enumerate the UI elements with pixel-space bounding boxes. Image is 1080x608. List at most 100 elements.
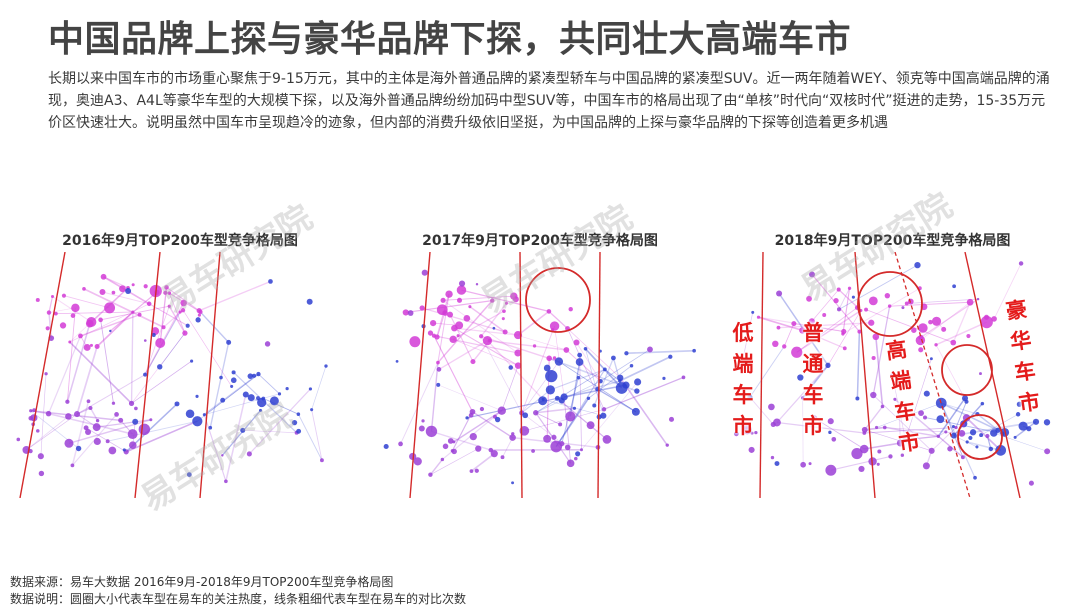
network-edge — [802, 364, 829, 399]
network-node — [86, 399, 91, 404]
network-node — [256, 371, 261, 377]
network-node — [277, 392, 282, 396]
network-node — [65, 399, 70, 404]
network-node — [425, 425, 438, 438]
network-panel-2018: 2018年9月TOP200车型竞争格局图 — [715, 230, 1070, 498]
network-node — [962, 414, 971, 422]
network-node — [1043, 419, 1051, 426]
network-node — [836, 307, 842, 312]
network-node — [681, 375, 686, 380]
network-node — [774, 461, 780, 467]
network-node — [157, 364, 163, 370]
network-node — [185, 409, 195, 419]
network-node — [395, 359, 399, 363]
network-node — [490, 450, 498, 458]
network-edge — [581, 381, 638, 451]
network-node — [93, 437, 101, 446]
network-node — [859, 444, 869, 454]
network-node — [89, 343, 93, 347]
network-node — [456, 297, 463, 303]
network-node — [242, 391, 249, 398]
network-node — [86, 317, 97, 328]
network-node — [615, 382, 628, 394]
network-node — [114, 412, 119, 417]
network-node — [629, 364, 634, 368]
network-node — [554, 395, 560, 401]
network-edge — [125, 420, 198, 453]
network-node — [573, 339, 580, 346]
network-node — [923, 390, 930, 397]
network-node — [104, 302, 116, 314]
network-node — [421, 419, 425, 423]
network-edge — [814, 417, 865, 450]
network-edge — [209, 342, 230, 428]
network-node — [264, 341, 271, 347]
network-node — [497, 406, 506, 415]
network-node — [1028, 480, 1034, 486]
network-edge — [776, 364, 829, 423]
network-node — [634, 378, 642, 386]
network-edge — [102, 291, 150, 305]
network-node — [469, 408, 476, 415]
network-node — [617, 374, 624, 381]
network-edge — [585, 348, 604, 416]
network-edge — [864, 406, 884, 431]
network-edge — [535, 380, 601, 414]
network-edge — [941, 402, 978, 415]
network-node — [918, 323, 928, 333]
network-edge — [864, 427, 957, 434]
network-edge — [203, 373, 259, 416]
network-node — [574, 456, 578, 461]
network-node — [475, 445, 482, 452]
network-node — [847, 286, 852, 290]
network-node — [35, 297, 40, 302]
network-edge — [535, 412, 561, 425]
network-edge — [778, 322, 872, 329]
network-edge — [619, 377, 668, 446]
network-edge — [85, 427, 127, 453]
network-node — [791, 321, 797, 327]
network-edge — [965, 417, 1002, 451]
network-node — [510, 292, 518, 300]
network-node — [59, 322, 67, 329]
network-node — [809, 271, 815, 278]
network-node — [146, 301, 152, 307]
network-edge — [842, 287, 921, 335]
network-edge — [148, 303, 188, 327]
network-node — [532, 344, 537, 348]
network-node — [252, 373, 257, 378]
network-edge — [864, 426, 885, 431]
network-edge — [472, 411, 513, 439]
network-node — [296, 412, 301, 416]
network-node — [545, 385, 555, 395]
network-edge — [838, 288, 850, 310]
network-node — [1018, 261, 1024, 266]
network-node — [32, 408, 37, 413]
network-node — [904, 301, 909, 306]
network-node — [950, 339, 957, 346]
network-edge — [558, 361, 637, 413]
network-node — [563, 347, 570, 353]
network-node — [451, 448, 457, 455]
network-node — [922, 462, 930, 470]
network-node — [896, 409, 902, 415]
segment-divider-line — [409, 252, 431, 498]
network-node — [324, 364, 328, 368]
network-edge — [131, 360, 192, 404]
network-node — [861, 426, 868, 433]
network-node — [514, 362, 522, 369]
network-node — [872, 333, 880, 341]
network-node — [105, 439, 110, 444]
network-edge — [576, 342, 601, 382]
network-edge — [980, 414, 1019, 436]
network-node — [531, 449, 535, 453]
data-source: 数据来源：易车大数据 2016年9月-2018年9月TOP200车型竞争格局图 — [10, 575, 394, 589]
network-node — [662, 376, 666, 380]
highlight-circle — [857, 271, 923, 337]
network-node — [502, 329, 508, 335]
network-node — [224, 479, 228, 484]
network-node — [451, 324, 458, 332]
network-node — [131, 310, 135, 314]
network-node — [190, 359, 194, 363]
network-node — [868, 296, 878, 306]
